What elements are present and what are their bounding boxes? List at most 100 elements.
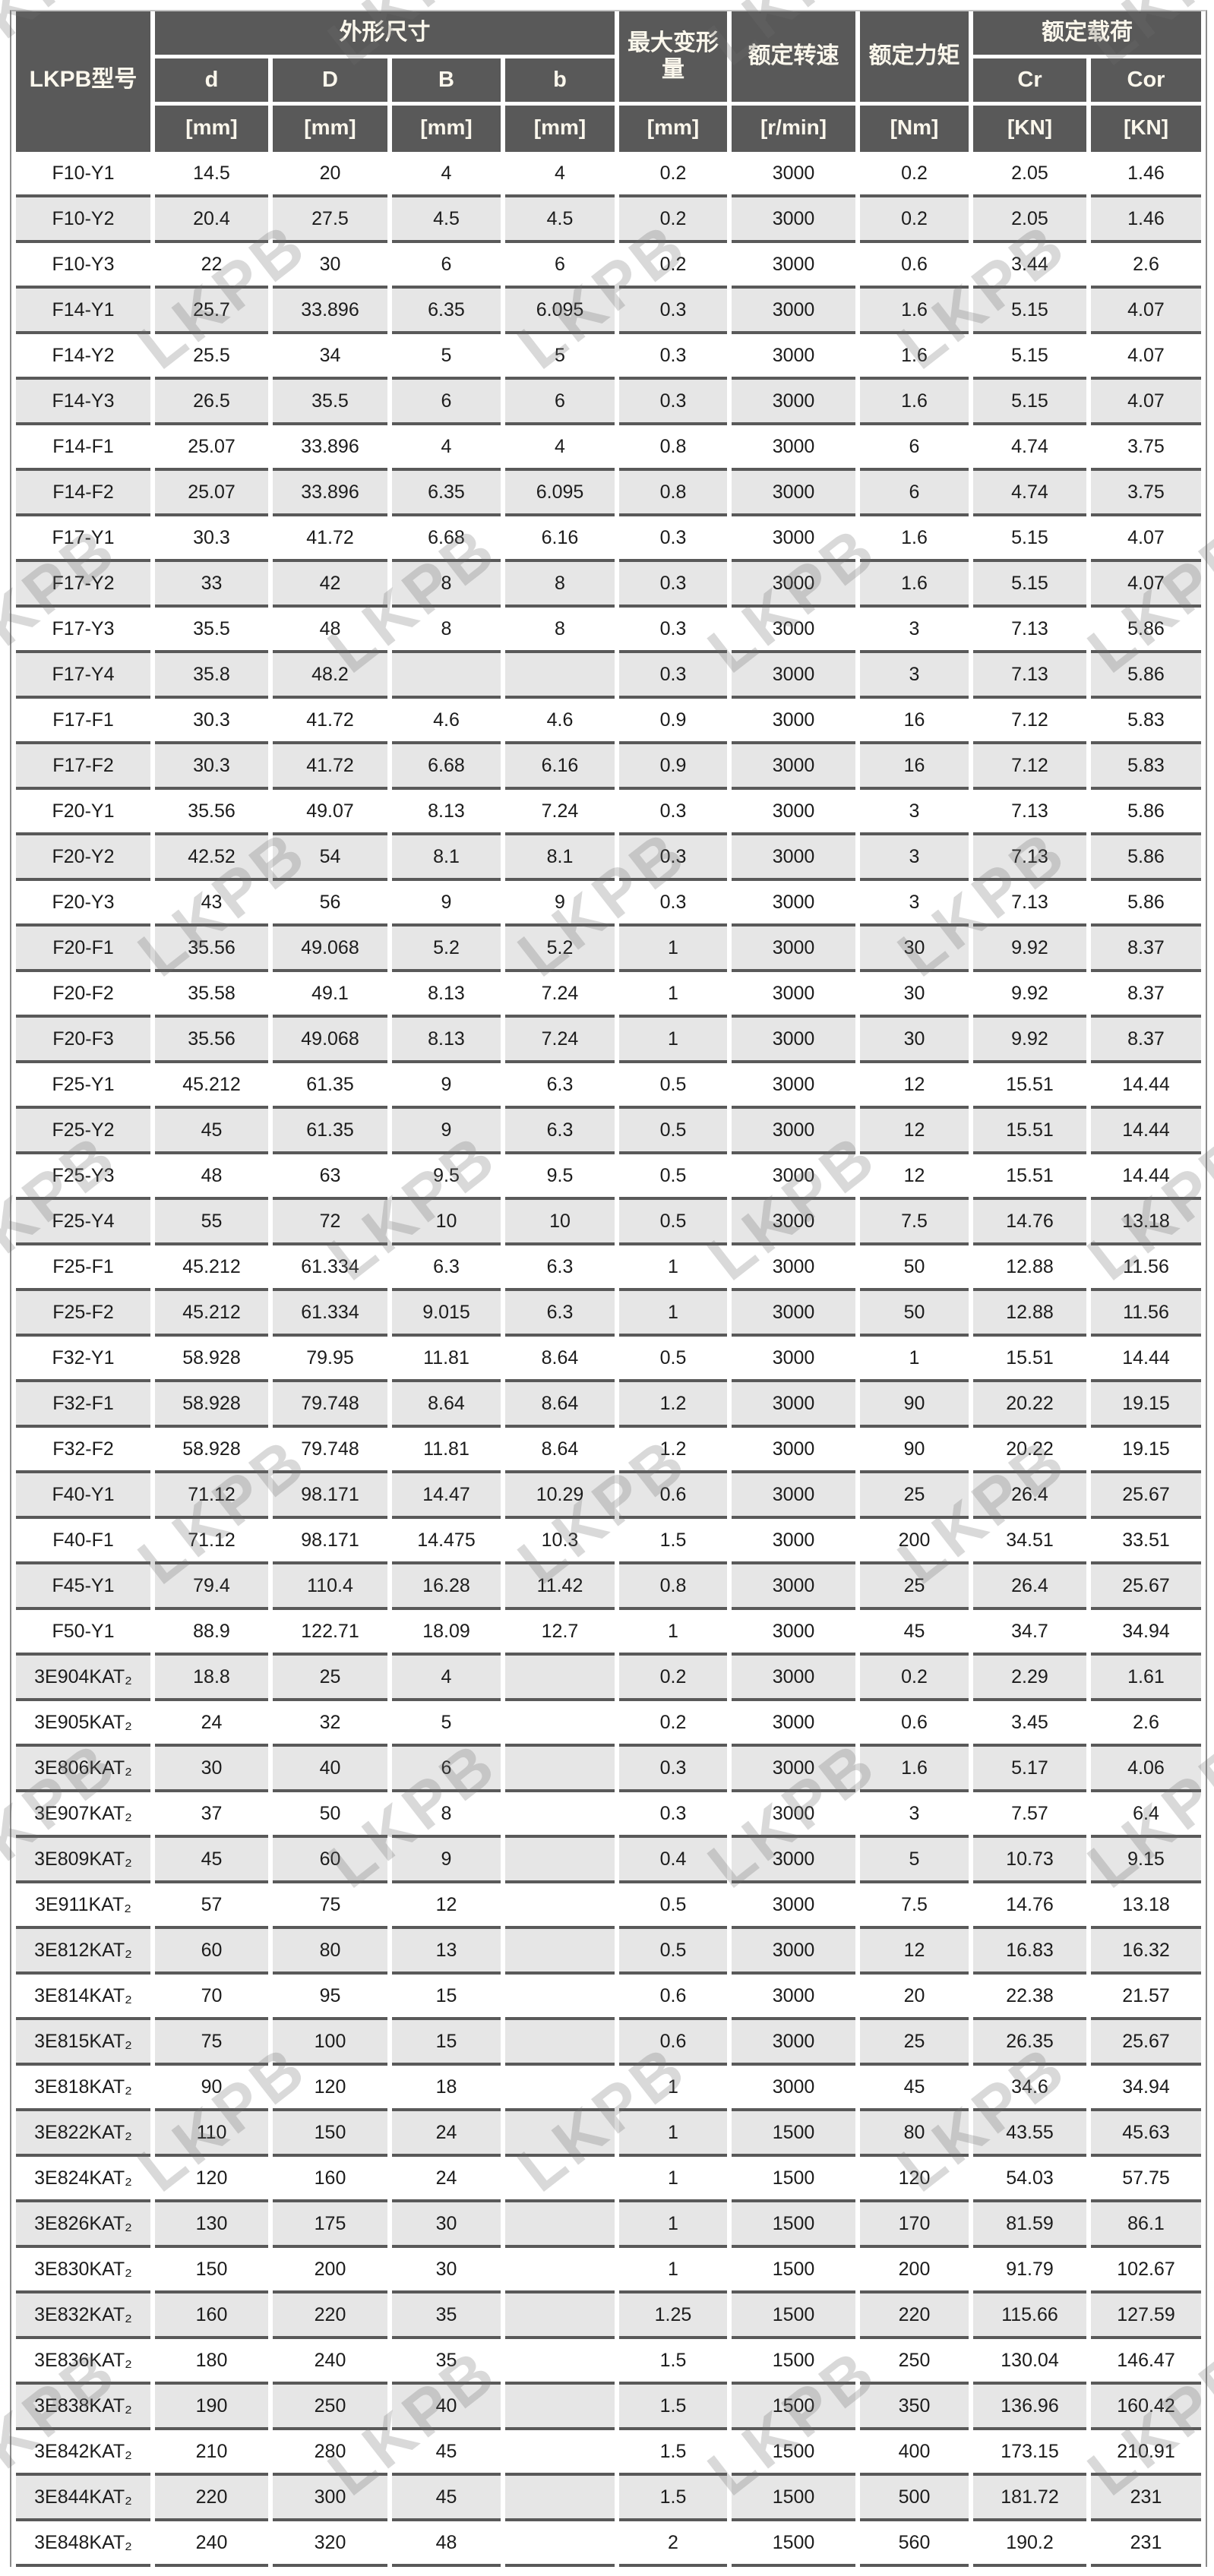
cell-rated-speed: 1500: [732, 2521, 855, 2567]
cell-b: [505, 2157, 615, 2202]
cell-D: 54: [273, 835, 387, 881]
cell-max-deformation: 0.3: [619, 1792, 727, 1838]
cell-d: 45: [155, 1838, 268, 1883]
cell-d: 45.212: [155, 1291, 268, 1337]
cell-b: 6.095: [505, 471, 615, 516]
cell-rated-torque: 30: [860, 972, 969, 1018]
cell-b: 10.3: [505, 1519, 615, 1564]
cell-rated-torque: 3: [860, 1792, 969, 1838]
cell-b: 5.2: [505, 927, 615, 972]
cell-rated-speed: 1500: [732, 2293, 855, 2339]
cell-rated-torque: 0.2: [860, 197, 969, 243]
cell-cor: 5.83: [1091, 699, 1201, 744]
cell-rated-speed: 1500: [732, 2339, 855, 2385]
cell-D: 30: [273, 243, 387, 289]
header-max-deformation: 最大变形量: [619, 11, 727, 106]
cell-B: 4: [392, 1656, 501, 1701]
cell-model: F25-F1: [16, 1245, 150, 1291]
table-row: 3E809KAT₂ 45 60 9 0.4 3000 5 10.73 9.15: [16, 1838, 1201, 1883]
cell-cr: 5.15: [973, 516, 1086, 562]
cell-rated-speed: 3000: [732, 699, 855, 744]
header-col-cr: Cr: [973, 58, 1086, 106]
table-row: 3E822KAT₂ 110 150 24 1 1500 80 43.55 45.63: [16, 2111, 1201, 2157]
cell-rated-speed: 3000: [732, 1883, 855, 1929]
cell-rated-torque: 560: [860, 2521, 969, 2567]
cell-D: 98.171: [273, 1473, 387, 1519]
table-header: LKPB型号 外形尺寸 最大变形量 额定转速 额定力矩 额定载荷 d D B b…: [16, 11, 1201, 152]
cell-rated-torque: 0.6: [860, 1701, 969, 1747]
cell-max-deformation: 1.5: [619, 2430, 727, 2476]
cell-rated-torque: 1.6: [860, 1747, 969, 1792]
cell-B: 8.13: [392, 972, 501, 1018]
table-row: F45-Y1 79.4 110.4 16.28 11.42 0.8 3000 25 26.4 25…: [16, 1564, 1201, 1610]
cell-model: 3E844KAT₂: [16, 2476, 150, 2521]
cell-B: 24: [392, 2111, 501, 2157]
cell-d: 30.3: [155, 516, 268, 562]
cell-model: F20-F1: [16, 927, 150, 972]
cell-cr: 2.05: [973, 152, 1086, 197]
cell-D: 61.334: [273, 1291, 387, 1337]
cell-d: 35.56: [155, 1018, 268, 1063]
cell-cor: 4.07: [1091, 516, 1201, 562]
cell-D: 33.896: [273, 471, 387, 516]
cell-cor: 231: [1091, 2476, 1201, 2521]
cell-cor: 57.75: [1091, 2157, 1201, 2202]
cell-d: 150: [155, 2248, 268, 2293]
cell-B: 9.015: [392, 1291, 501, 1337]
cell-max-deformation: 1: [619, 1610, 727, 1656]
cell-rated-torque: 20: [860, 1975, 969, 2020]
cell-model: 3E836KAT₂: [16, 2339, 150, 2385]
cell-rated-torque: 16: [860, 699, 969, 744]
cell-rated-torque: 3: [860, 881, 969, 927]
table-row: F14-Y3 26.5 35.5 6 6 0.3 3000 1.6 5.15 4.07: [16, 380, 1201, 425]
cell-D: 25: [273, 1656, 387, 1701]
cell-b: 10: [505, 1200, 615, 1245]
cell-model: 3E812KAT₂: [16, 1929, 150, 1975]
cell-rated-speed: 3000: [732, 289, 855, 334]
table-row: F25-Y4 55 72 10 10 0.5 3000 7.5 14.76 13.18: [16, 1200, 1201, 1245]
cell-model: F50-Y1: [16, 1610, 150, 1656]
cell-max-deformation: 1.5: [619, 2339, 727, 2385]
cell-B: 11.81: [392, 1428, 501, 1473]
cell-b: [505, 2293, 615, 2339]
cell-B: 6.68: [392, 516, 501, 562]
cell-b: 6.3: [505, 1291, 615, 1337]
cell-rated-speed: 1500: [732, 2430, 855, 2476]
table-row: F17-Y1 30.3 41.72 6.68 6.16 0.3 3000 1.6 5.15 4.0…: [16, 516, 1201, 562]
cell-d: 57: [155, 1883, 268, 1929]
cell-D: 32: [273, 1701, 387, 1747]
table-row: F14-F1 25.07 33.896 4 4 0.8 3000 6 4.74 3.75: [16, 425, 1201, 471]
cell-d: 60: [155, 1929, 268, 1975]
cell-rated-speed: 3000: [732, 471, 855, 516]
cell-model: 3E814KAT₂: [16, 1975, 150, 2020]
cell-B: 8.1: [392, 835, 501, 881]
cell-D: 240: [273, 2339, 387, 2385]
cell-d: 30.3: [155, 699, 268, 744]
cell-d: 88.9: [155, 1610, 268, 1656]
cell-max-deformation: 2: [619, 2521, 727, 2567]
cell-b: 4: [505, 425, 615, 471]
cell-D: 61.35: [273, 1109, 387, 1154]
cell-model: F10-Y1: [16, 152, 150, 197]
cell-max-deformation: 0.5: [619, 1063, 727, 1109]
cell-rated-torque: 25: [860, 2020, 969, 2066]
cell-max-deformation: 0.2: [619, 197, 727, 243]
cell-b: [505, 1883, 615, 1929]
cell-max-deformation: 0.5: [619, 1200, 727, 1245]
cell-cor: 34.94: [1091, 1610, 1201, 1656]
cell-max-deformation: 0.8: [619, 471, 727, 516]
table-row: 3E818KAT₂ 90 120 18 1 3000 45 34.6 34.94: [16, 2066, 1201, 2111]
table-row: 3E824KAT₂ 120 160 24 1 1500 120 54.03 57.75: [16, 2157, 1201, 2202]
cell-d: 25.07: [155, 471, 268, 516]
cell-cor: 5.86: [1091, 790, 1201, 835]
cell-rated-speed: 3000: [732, 380, 855, 425]
cell-model: 3E824KAT₂: [16, 2157, 150, 2202]
cell-rated-torque: 7.5: [860, 1883, 969, 1929]
cell-cr: 54.03: [973, 2157, 1086, 2202]
cell-d: 33: [155, 562, 268, 608]
cell-rated-speed: 3000: [732, 1382, 855, 1428]
table-row: F17-Y2 33 42 8 8 0.3 3000 1.6 5.15 4.07: [16, 562, 1201, 608]
cell-rated-speed: 3000: [732, 197, 855, 243]
cell-B: 18.09: [392, 1610, 501, 1656]
unit-rated-torque: [Nm]: [860, 106, 969, 152]
